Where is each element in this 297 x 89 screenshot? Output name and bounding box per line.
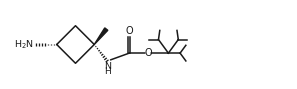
Text: O: O: [144, 48, 152, 58]
Text: O: O: [125, 26, 133, 36]
Polygon shape: [94, 28, 108, 44]
Text: N: N: [104, 62, 111, 71]
Text: H$_2$N: H$_2$N: [14, 38, 34, 51]
Text: H: H: [105, 67, 111, 76]
